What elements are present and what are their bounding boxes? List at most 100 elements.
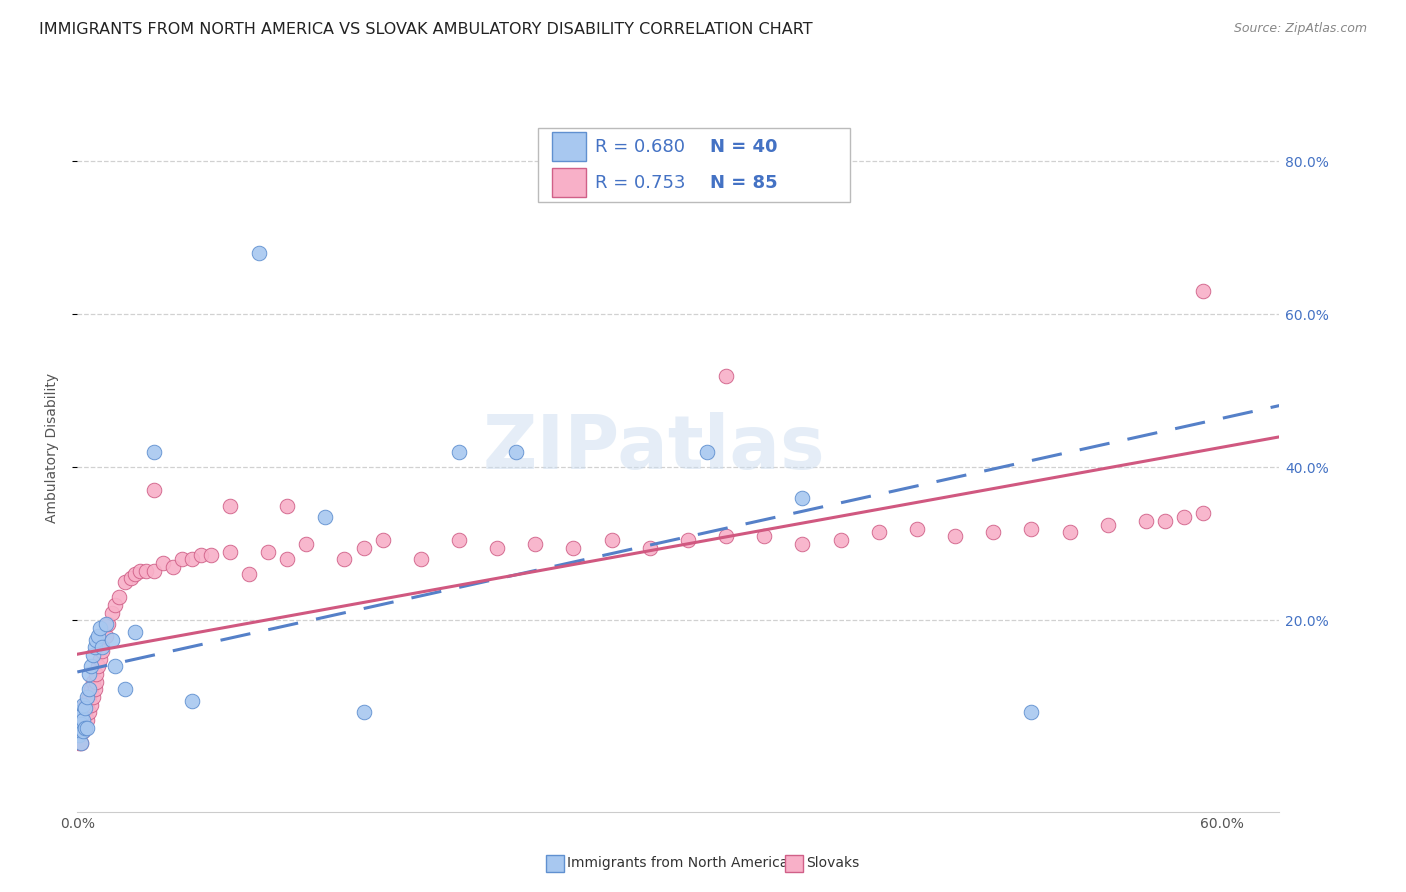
Point	[108, 591, 131, 605]
Point	[943, 529, 966, 543]
Point	[124, 624, 146, 639]
Point	[79, 698, 103, 712]
Point	[79, 659, 103, 673]
Point	[792, 537, 814, 551]
Point	[333, 552, 356, 566]
Point	[76, 694, 98, 708]
Point	[868, 525, 890, 540]
Point	[77, 667, 100, 681]
Point	[114, 575, 136, 590]
Point	[100, 632, 122, 647]
Point	[94, 629, 117, 643]
Point	[82, 674, 104, 689]
Text: IMMIGRANTS FROM NORTH AMERICA VS SLOVAK AMBULATORY DISABILITY CORRELATION CHART: IMMIGRANTS FROM NORTH AMERICA VS SLOVAK …	[39, 22, 813, 37]
Point	[67, 724, 90, 739]
Point	[86, 667, 108, 681]
Point	[86, 674, 108, 689]
Point	[82, 648, 104, 662]
Point	[73, 721, 96, 735]
Point	[83, 682, 105, 697]
Point	[257, 544, 280, 558]
Point	[1021, 705, 1043, 719]
Point	[792, 491, 814, 505]
Point	[696, 445, 718, 459]
Point	[91, 640, 114, 655]
Point	[76, 701, 98, 715]
Point	[247, 246, 270, 260]
Point	[67, 705, 90, 719]
Point	[72, 716, 94, 731]
Point	[73, 701, 96, 715]
Point	[295, 537, 318, 551]
Point	[714, 368, 737, 383]
Point	[505, 445, 527, 459]
FancyBboxPatch shape	[553, 132, 586, 161]
Point	[89, 621, 111, 635]
Point	[70, 736, 93, 750]
Text: Source: ZipAtlas.com: Source: ZipAtlas.com	[1233, 22, 1367, 36]
Point	[219, 544, 242, 558]
Point	[238, 567, 260, 582]
Point	[70, 736, 93, 750]
Point	[89, 651, 111, 665]
Point	[91, 644, 114, 658]
Point	[77, 705, 100, 719]
Point	[79, 682, 103, 697]
Point	[94, 617, 117, 632]
Point	[67, 724, 90, 739]
Point	[67, 721, 90, 735]
Point	[353, 705, 375, 719]
Point	[562, 541, 585, 555]
Point	[314, 510, 336, 524]
Point	[1192, 506, 1215, 520]
Text: N = 40: N = 40	[710, 137, 778, 155]
Point	[70, 721, 93, 735]
Point	[73, 721, 96, 735]
Point	[981, 525, 1004, 540]
Point	[276, 499, 298, 513]
Point	[200, 549, 222, 563]
Point	[142, 445, 165, 459]
Point	[486, 541, 509, 555]
Point	[676, 533, 699, 547]
Point	[67, 713, 90, 727]
Point	[77, 682, 100, 697]
Point	[1021, 522, 1043, 536]
Point	[129, 564, 152, 578]
Point	[219, 499, 242, 513]
Point	[83, 640, 105, 655]
Point	[162, 559, 184, 574]
Point	[447, 533, 470, 547]
Point	[714, 529, 737, 543]
Point	[72, 713, 94, 727]
Text: N = 85: N = 85	[710, 174, 778, 192]
Point	[1135, 514, 1157, 528]
Point	[124, 567, 146, 582]
Point	[114, 682, 136, 697]
Point	[70, 724, 93, 739]
Point	[447, 445, 470, 459]
Y-axis label: Ambulatory Disability: Ambulatory Disability	[45, 373, 59, 524]
Point	[100, 606, 122, 620]
Point	[67, 713, 90, 727]
Point	[73, 709, 96, 723]
Point	[70, 716, 93, 731]
Point	[67, 728, 90, 742]
Point	[73, 698, 96, 712]
Point	[524, 537, 547, 551]
Point	[87, 629, 110, 643]
Point	[72, 698, 94, 712]
Point	[1097, 517, 1119, 532]
Text: ZIPatlas: ZIPatlas	[484, 412, 825, 484]
Point	[1173, 510, 1195, 524]
FancyBboxPatch shape	[537, 128, 851, 202]
Point	[190, 549, 212, 563]
Point	[638, 541, 661, 555]
Point	[1192, 285, 1215, 299]
Point	[67, 721, 90, 735]
Point	[600, 533, 623, 547]
FancyBboxPatch shape	[553, 169, 586, 197]
Point	[86, 632, 108, 647]
Point	[172, 552, 194, 566]
Point	[1059, 525, 1081, 540]
